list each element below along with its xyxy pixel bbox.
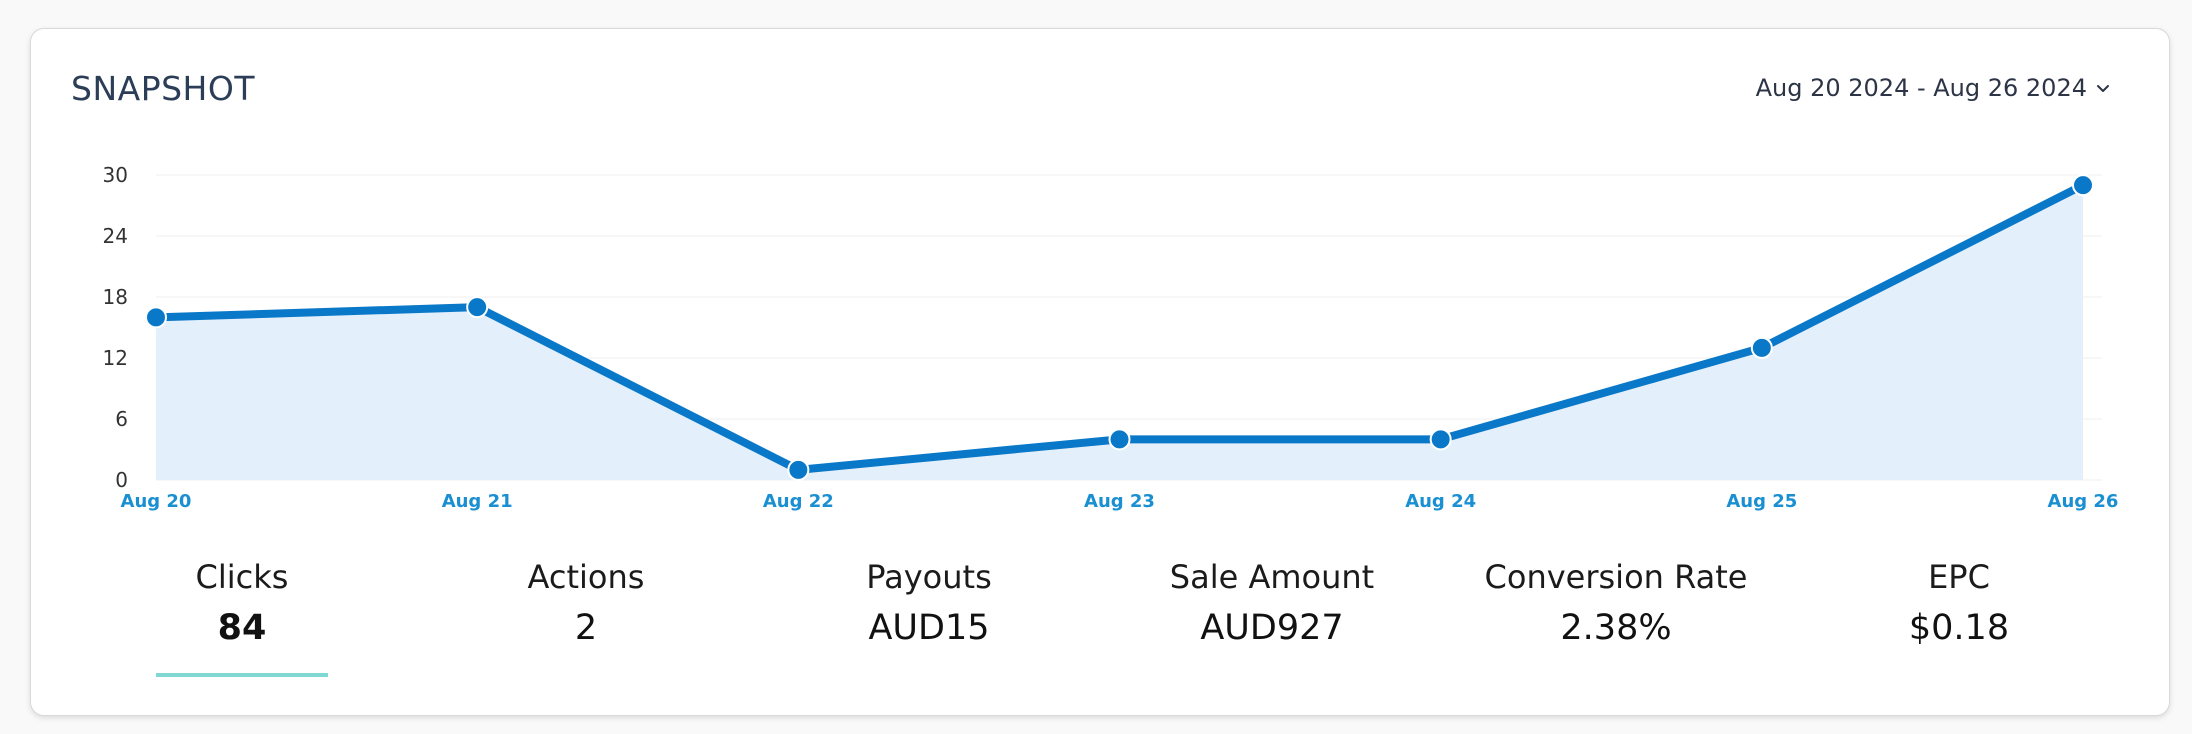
stat-label: Clicks bbox=[195, 558, 289, 596]
y-tick-label: 30 bbox=[103, 163, 128, 187]
stat-value: AUD15 bbox=[868, 608, 990, 648]
stat-epc[interactable]: EPC $0.18 bbox=[1809, 555, 2109, 651]
stat-label: Payouts bbox=[866, 558, 992, 596]
date-range-label: Aug 20 2024 - Aug 26 2024 bbox=[1755, 74, 2087, 102]
stat-value: AUD927 bbox=[1200, 608, 1344, 648]
data-point bbox=[787, 458, 810, 481]
data-point bbox=[145, 306, 167, 329]
chevron-down-icon bbox=[2095, 80, 2111, 96]
stat-value: 2.38% bbox=[1560, 608, 1672, 648]
active-stat-underline bbox=[156, 673, 328, 677]
data-point bbox=[2072, 174, 2094, 197]
data-point bbox=[466, 296, 489, 319]
x-tick-label: Aug 21 bbox=[442, 491, 513, 512]
stat-label: EPC bbox=[1928, 558, 1990, 596]
card-title: SNAPSHOT bbox=[71, 69, 256, 108]
stat-clicks[interactable]: Clicks 84 bbox=[92, 555, 392, 651]
chart-marker-layer bbox=[145, 174, 2094, 481]
data-point bbox=[1429, 428, 1452, 451]
stat-value: $0.18 bbox=[1908, 608, 2010, 648]
stat-sale-amount[interactable]: Sale Amount AUD927 bbox=[1122, 555, 1422, 651]
stats-row: Clicks 84 Actions 2 Payouts AUD15 Sale Amount A… bbox=[31, 29, 2171, 717]
x-tick-label: Aug 24 bbox=[1405, 491, 1476, 512]
x-tick-label: Aug 20 bbox=[121, 491, 192, 512]
data-point bbox=[1108, 428, 1131, 451]
y-tick-label: 12 bbox=[103, 346, 128, 370]
y-tick-label: 6 bbox=[115, 407, 128, 431]
x-tick-label: Aug 26 bbox=[2048, 491, 2119, 512]
stat-value: 2 bbox=[574, 608, 598, 648]
data-point bbox=[1750, 336, 1773, 359]
x-tick-label: Aug 25 bbox=[1726, 491, 1797, 512]
y-tick-label: 0 bbox=[115, 468, 128, 492]
x-tick-label: Aug 22 bbox=[763, 491, 834, 512]
series-area-fill bbox=[156, 185, 2083, 480]
stat-label: Actions bbox=[527, 558, 645, 596]
stat-label: Sale Amount bbox=[1169, 558, 1375, 596]
stat-label: Conversion Rate bbox=[1484, 558, 1748, 596]
stat-value: 84 bbox=[217, 608, 267, 648]
y-tick-label: 24 bbox=[103, 224, 128, 248]
snapshot-card: SNAPSHOT Aug 20 2024 - Aug 26 2024 30 24 1… bbox=[30, 28, 2170, 716]
date-range-picker[interactable]: Aug 20 2024 - Aug 26 2024 bbox=[1756, 74, 2111, 102]
stat-conversion-rate[interactable]: Conversion Rate 2.38% bbox=[1466, 555, 1766, 651]
stat-payouts[interactable]: Payouts AUD15 bbox=[779, 555, 1079, 651]
x-tick-label: Aug 23 bbox=[1084, 491, 1155, 512]
stat-actions[interactable]: Actions 2 bbox=[436, 555, 736, 651]
y-tick-label: 18 bbox=[103, 285, 128, 309]
